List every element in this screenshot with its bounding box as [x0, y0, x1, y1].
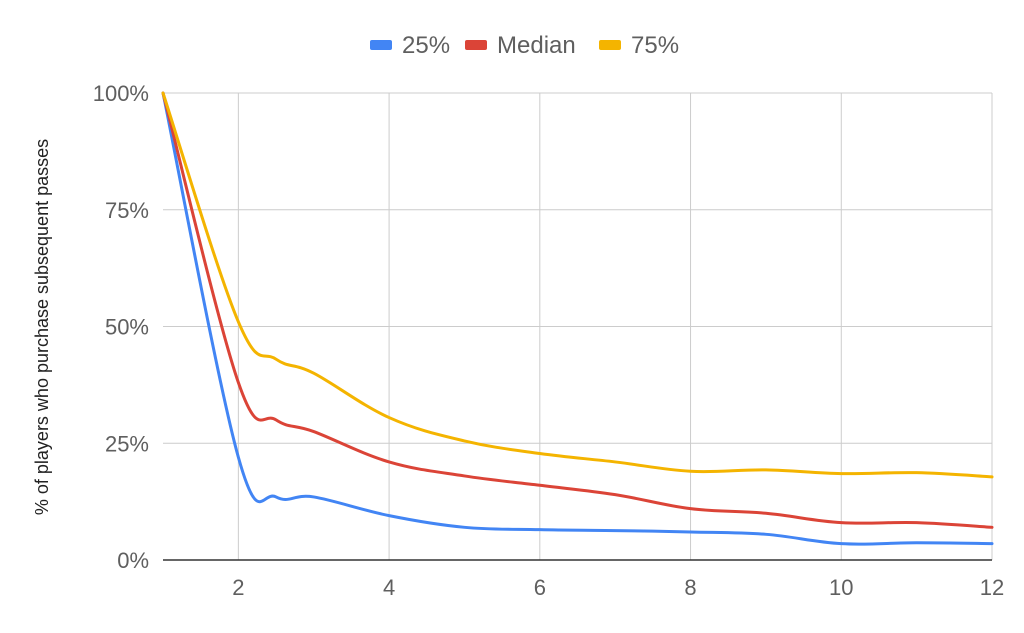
- y-tick-label: 75%: [105, 198, 149, 223]
- legend: 25% Median 75%: [370, 32, 679, 59]
- legend-swatch: [465, 40, 487, 50]
- x-axis-ticks: 2 4 6 8 10 12: [232, 575, 1004, 600]
- x-tick-label: 12: [980, 575, 1004, 600]
- series-line-75pct: [161, 91, 994, 479]
- x-tick-label: 6: [534, 575, 546, 600]
- y-tick-label: 100%: [93, 81, 149, 106]
- y-tick-label: 25%: [105, 431, 149, 456]
- legend-label: 75%: [631, 32, 679, 59]
- x-tick-label: 2: [232, 575, 244, 600]
- series-line-median: [161, 91, 994, 529]
- legend-label: Median: [497, 32, 576, 59]
- y-tick-label: 0%: [117, 548, 149, 573]
- legend-label: 25%: [402, 32, 450, 59]
- series-line-25pct: [161, 91, 994, 546]
- x-tick-label: 4: [383, 575, 395, 600]
- x-tick-label: 8: [684, 575, 696, 600]
- y-tick-label: 50%: [105, 315, 149, 340]
- series-lines: [161, 91, 994, 546]
- legend-swatch: [599, 40, 621, 50]
- grid: [163, 92, 993, 561]
- y-axis-title: % of players who purchase subsequent pas…: [32, 139, 52, 515]
- y-axis-ticks: 0% 25% 50% 75% 100%: [93, 81, 149, 573]
- x-tick-label: 10: [829, 575, 853, 600]
- legend-swatch: [370, 40, 392, 50]
